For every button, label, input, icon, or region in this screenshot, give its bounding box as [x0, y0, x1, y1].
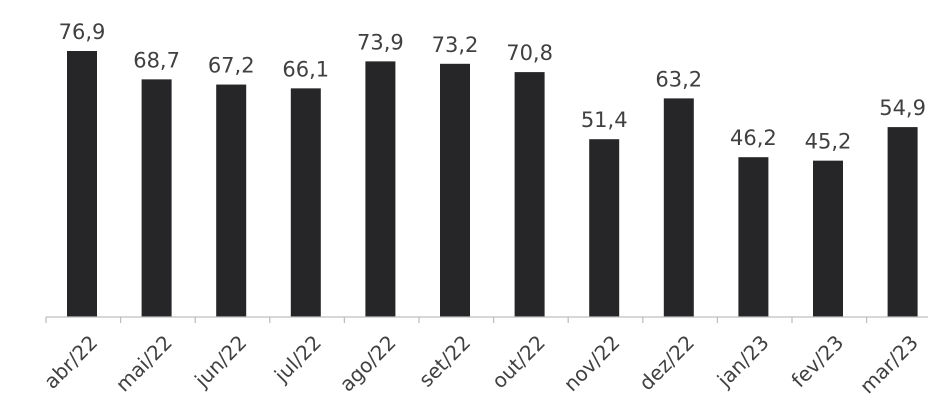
x-tick-label: out/22 — [487, 330, 550, 393]
bar — [216, 84, 247, 317]
bar — [813, 160, 843, 317]
bar — [141, 79, 172, 318]
data-label: 67,2 — [208, 54, 255, 78]
x-tick-label: jan/23 — [712, 330, 774, 392]
bar — [663, 98, 694, 317]
bar — [290, 88, 321, 317]
data-label: 66,1 — [282, 57, 329, 81]
bars-group — [67, 51, 918, 318]
data-label: 54,9 — [879, 96, 926, 120]
bar — [440, 63, 470, 318]
bar — [887, 127, 918, 317]
bar — [365, 61, 396, 318]
data-label: 76,9 — [59, 20, 106, 44]
data-label: 73,2 — [432, 33, 479, 57]
data-label: 68,7 — [133, 48, 180, 72]
data-label: 70,8 — [506, 41, 553, 65]
x-tick-label: set/22 — [414, 330, 475, 391]
data-label: 51,4 — [581, 108, 628, 132]
x-tick-label: nov/22 — [559, 330, 625, 396]
category-labels-group: abr/22 mai/22 jun/22 jul/22 ago/22 set/22 out/… — [39, 330, 923, 398]
x-tick-label: abr/22 — [39, 330, 102, 393]
x-tick-label: mai/22 — [111, 330, 177, 396]
x-tick-label: jul/22 — [269, 330, 326, 387]
x-tick-label: dez/22 — [634, 330, 699, 395]
data-label: 45,2 — [805, 130, 852, 154]
bar — [67, 51, 97, 317]
x-tick-label: mar/23 — [855, 330, 923, 398]
x-tick-label: jun/22 — [189, 330, 251, 392]
x-tick-label: ago/22 — [335, 330, 401, 396]
data-label: 73,9 — [357, 30, 404, 54]
x-axis — [45, 316, 928, 323]
data-label: 46,2 — [730, 126, 777, 150]
bar — [514, 72, 545, 317]
data-label: 63,2 — [655, 67, 702, 91]
bar — [738, 157, 769, 317]
value-labels-group: 76,9 68,7 67,2 66,1 73,9 73,2 70,8 51,4 63,2 46,2… — [59, 20, 926, 154]
bar — [589, 139, 620, 317]
x-tick-label: fev/23 — [787, 330, 849, 392]
